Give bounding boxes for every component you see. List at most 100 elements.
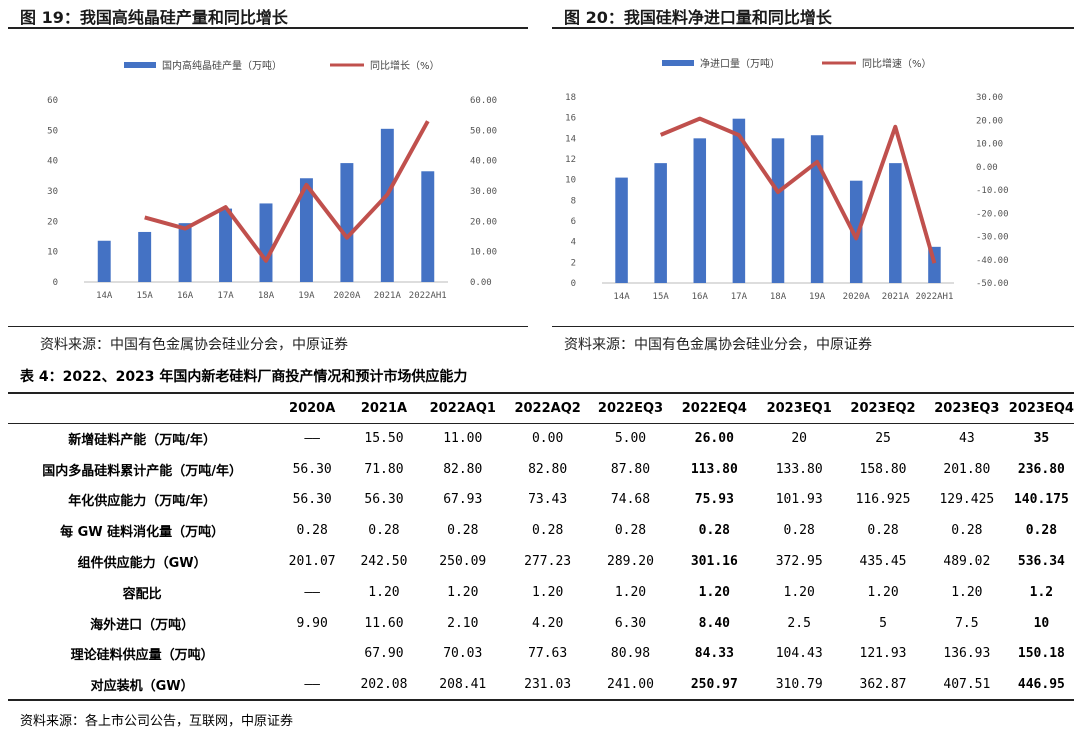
x-tick-label: 2021A (374, 291, 402, 301)
bar-15A (138, 231, 152, 282)
table-cell: 77.63 (528, 646, 568, 662)
figure-20-svg: 净进口量（万吨） 同比增速（%） 0 2 4 6 8 10 12 14 16 18 -50.00 -40.… (565, 57, 1009, 302)
table-row: 新增硅料产能（万吨/年） —— 15.50 11.00 0.00 5.00 26.00 20 2… (8, 423, 1074, 454)
table-header-2023EQ3: 2023EQ3 (934, 400, 1000, 416)
table-header-2022AQ2: 2022AQ2 (514, 400, 581, 416)
y-left-tick-label: 40 (47, 157, 58, 167)
table-cell: 116.925 (855, 492, 911, 508)
figure-20-title-rule (552, 27, 1074, 29)
y-right-tick-label: -30.00 (976, 233, 1009, 243)
y-right-tick-label: -40.00 (976, 256, 1009, 266)
table-cell: 1.2 (1029, 584, 1054, 600)
row-label: 年化供应能力（万吨/年） (68, 494, 216, 510)
table-cell: 301.16 (690, 554, 738, 570)
y-left-tick-label: 4 (571, 238, 576, 248)
figure-19-svg: 国内高纯晶硅产量（万吨） 同比增长（%） 0 10 20 30 40 50 60 0.00 10.0… (47, 59, 497, 301)
x-tick-label: 19A (809, 292, 826, 302)
table-4-title: 表 4：2022、2023 年国内新老硅料厂商投产情况和预计市场供应能力 (20, 369, 468, 385)
table-cell: 0.28 (783, 523, 815, 539)
table-cell: —— (304, 584, 320, 600)
table-cell: 0.28 (296, 523, 328, 539)
y-right-tick-label: 40.00 (470, 157, 497, 167)
table-cell: 71.80 (364, 461, 404, 477)
table-4-source: 资料来源：各上市公司公告，互联网，中原证券 (20, 714, 294, 729)
table-cell: 73.43 (528, 492, 568, 508)
x-tick-label: 18A (258, 291, 275, 301)
table-cell: 407.51 (943, 676, 991, 692)
y-left-tick-label: 2 (571, 258, 576, 268)
y-right-tick-label: 0.00 (470, 278, 492, 288)
table-cell: 1.20 (614, 584, 647, 600)
legend-bar-swatch (124, 62, 156, 68)
table-cell: 5.00 (614, 431, 647, 447)
row-label: 海外进口（万吨） (90, 617, 195, 633)
y-left-tick-label: 50 (47, 126, 58, 136)
y-right-tick-label: 10.00 (976, 140, 1003, 150)
table-cell: 74.68 (610, 492, 651, 508)
x-tick-label: 17A (731, 292, 748, 302)
table-cell: 25 (875, 431, 891, 447)
y-left-tick-label: 60 (47, 96, 58, 106)
table-cell: 101.93 (775, 492, 823, 508)
x-tick-label: 2020A (333, 291, 361, 301)
bar-2022AH1 (421, 171, 435, 282)
row-label: 国内多晶硅料累计产能（万吨/年） (42, 463, 242, 479)
table-cell: 201.07 (288, 554, 336, 570)
table-header-row: 2020A 2021A 2022AQ1 2022AQ2 2022EQ3 2022EQ4 20… (8, 393, 1074, 423)
bar-14A (97, 240, 111, 282)
growth-line (659, 116, 937, 264)
table-cell: 4.20 (531, 615, 564, 631)
table-cell: 0.00 (531, 431, 564, 447)
table-cell: 250.97 (690, 676, 738, 692)
bar-2020A (340, 163, 354, 282)
table-cell: 1.20 (531, 584, 564, 600)
y-right-tick-label: 30.00 (976, 93, 1003, 103)
table-cell: 129.425 (939, 492, 995, 508)
bar-19A (810, 135, 824, 283)
table-cell: —— (304, 431, 320, 447)
table-row: 年化供应能力（万吨/年） 56.30 56.30 67.93 73.43 74.68 75.… (8, 485, 1074, 516)
table-cell: 10 (1033, 615, 1050, 631)
figure-20-source-rule (552, 326, 1074, 327)
table-cell: 435.45 (859, 554, 907, 570)
x-tick-label: 16A (177, 291, 194, 301)
table-cell: 277.23 (524, 554, 572, 570)
table-cell: 15.50 (364, 431, 404, 447)
x-tick-label: 2021A (882, 292, 910, 302)
table-cell: 11.00 (443, 431, 483, 447)
table-cell: 158.80 (859, 461, 907, 477)
table-cell: 80.98 (610, 646, 651, 662)
table-header-2022EQ3: 2022EQ3 (597, 400, 664, 416)
supply-capacity-table: 2020A 2021A 2022AQ1 2022AQ2 2022EQ3 2022EQ4 20… (8, 392, 1074, 701)
table-cell: 82.80 (528, 461, 568, 477)
table-row: 组件供应能力（GW） 201.07 242.50 250.09 277.23 289.20… (8, 546, 1074, 577)
x-tick-label: 17A (217, 291, 234, 301)
figure-19-source-rule (8, 326, 528, 327)
y-left-tick-label: 0 (571, 279, 576, 289)
figure-19-title-rule (8, 27, 528, 29)
table-cell: 9.90 (296, 615, 328, 631)
y-left-tick-label: 8 (571, 196, 576, 206)
table-cell: 87.80 (610, 461, 651, 477)
table-cell: 2.10 (447, 615, 479, 631)
table-cell: 121.93 (859, 646, 907, 662)
bar-2020A (849, 180, 863, 283)
table-cell: 362.87 (859, 676, 907, 692)
table-cell (276, 639, 348, 670)
figure-20-source: 资料来源：中国有色金属协会硅业分会，中原证券 (564, 337, 872, 353)
table-cell: 82.80 (443, 461, 483, 477)
table-cell: 242.50 (360, 554, 408, 570)
figure-19-chart: 国内高纯晶硅产量（万吨） 同比增长（%） 0 10 20 30 40 50 60 0.00 10.0… (8, 40, 528, 320)
table-cell: 208.41 (439, 676, 487, 692)
table-row: 对应装机（GW） —— 202.08 208.41 231.03 241.00 250.97… (8, 669, 1074, 701)
x-tick-label: 18A (770, 292, 787, 302)
table-cell: 1.20 (951, 584, 983, 600)
y-left-tick-label: 10 (47, 248, 58, 258)
table-cell: 136.93 (943, 646, 991, 662)
table-cell: 0.28 (614, 523, 647, 539)
table-cell: 310.79 (775, 676, 823, 692)
table-header-2023EQ1: 2023EQ1 (766, 400, 832, 416)
table-cell: 372.95 (775, 554, 823, 570)
bar-14A (615, 177, 628, 283)
table-cell: 236.80 (1017, 461, 1065, 477)
